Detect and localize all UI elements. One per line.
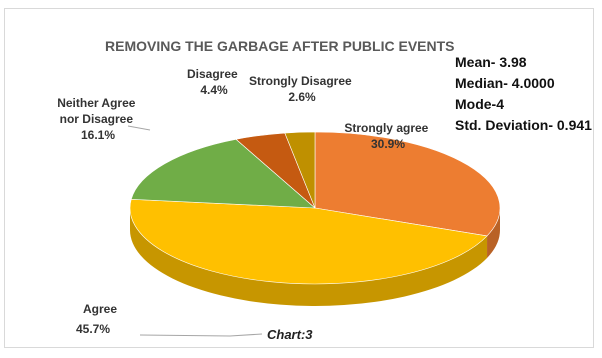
slice-value-neither: 16.1%	[81, 128, 115, 142]
slice-label-strongly-agree: Strongly agree 30.9%	[344, 121, 431, 151]
slice-agree	[129, 198, 488, 285]
slice-name-strongly-agree: Strongly agree	[344, 121, 428, 135]
slice-name-strongly-disagree: Strongly Disagree	[249, 74, 352, 88]
slice-strongly-disagree	[284, 131, 316, 209]
slice-neither	[130, 138, 316, 209]
leader-lines	[127, 125, 263, 337]
statistics-block: Mean- 3.98 Median- 4.0000 Mode-4 Std. De…	[455, 54, 592, 133]
stat-mode: Mode-4	[455, 96, 504, 112]
chart-caption: Chart:3	[267, 327, 313, 342]
slice-value-strongly-agree: 30.9%	[371, 137, 405, 151]
slice-name-disagree: Disagree	[187, 67, 238, 81]
slice-side-strongly-agree	[487, 208, 500, 258]
slice-value-strongly-disagree: 2.6%	[288, 90, 316, 104]
slice-name-neither-line1: Neither Agree	[57, 96, 136, 110]
slice-label-agree: Agree 45.7%	[76, 302, 120, 336]
slice-label-strongly-disagree: Strongly Disagree 2.6%	[249, 74, 355, 104]
stat-std-deviation: Std. Deviation- 0.941	[455, 117, 592, 133]
leader-neither	[127, 125, 151, 131]
slice-strongly-agree	[314, 131, 501, 237]
pie-slices	[129, 131, 501, 285]
slice-name-agree: Agree	[83, 302, 117, 316]
stat-median: Median- 4.0000	[455, 75, 555, 91]
slice-label-disagree: Disagree 4.4%	[187, 67, 241, 97]
chart-title: REMOVING THE GARBAGE AFTER PUBLIC EVENTS	[105, 38, 455, 54]
slice-side-agree	[130, 208, 488, 307]
leader-agree	[139, 333, 263, 337]
slice-name-neither-line2: nor Disagree	[60, 112, 134, 126]
slice-label-neither: Neither Agree nor Disagree 16.1%	[57, 96, 139, 142]
pie-depth	[130, 208, 500, 307]
slice-value-agree: 45.7%	[76, 322, 110, 336]
slice-value-disagree: 4.4%	[200, 83, 228, 97]
stat-mean: Mean- 3.98	[455, 54, 527, 70]
